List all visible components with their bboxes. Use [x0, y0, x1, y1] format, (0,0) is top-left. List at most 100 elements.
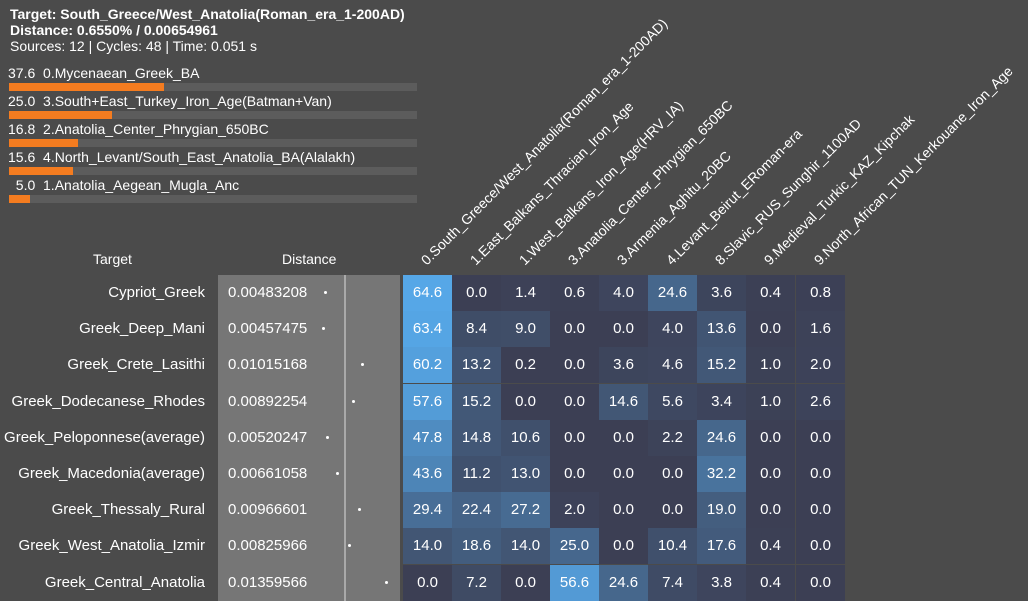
heat-cell: 0.0	[599, 492, 648, 529]
heat-cell: 15.2	[452, 383, 501, 420]
column-header[interactable]: 3.Anatolia_Center_Phrygian_650BC	[564, 97, 736, 268]
heat-cell: 32.2	[697, 456, 746, 492]
heat-cell: 1.4	[501, 275, 550, 311]
heat-cell: 0.0	[550, 456, 599, 492]
row-target-name: Greek_Peloponnese(average)	[4, 428, 205, 446]
source-bar-fill	[9, 83, 165, 91]
heat-cell: 0.0	[501, 383, 550, 420]
heat-cell: 7.2	[452, 564, 501, 601]
heat-cell: 0.0	[550, 419, 599, 456]
heat-cell: 9.0	[501, 311, 550, 348]
source-bar-track	[9, 195, 417, 203]
distance-panel	[218, 275, 400, 601]
source-bar-row: 5.0 1.Anatolia_Aegean_Mugla_Anc	[8, 176, 418, 204]
heat-cell: 10.6	[501, 419, 550, 456]
table-row[interactable]: Greek_West_Anatolia_Izmir 0.00825966 14.0 1…	[0, 528, 1028, 565]
heat-cell: 2.0	[550, 492, 599, 529]
row-distance-value: 0.01359566	[228, 573, 308, 591]
table-row[interactable]: Greek_Crete_Lasithi 0.01015168 60.2 13.2 0.2…	[0, 347, 1028, 384]
row-target-name: Greek_Dodecanese_Rhodes	[11, 392, 205, 410]
heat-cell: 47.8	[403, 419, 452, 456]
heat-cell: 0.4	[746, 275, 795, 311]
heat-cell: 10.4	[648, 528, 697, 565]
source-bar-track	[9, 83, 417, 91]
row-target-name: Greek_Deep_Mani	[79, 320, 205, 338]
distance-dot	[323, 291, 327, 294]
heat-cell: 43.6	[403, 456, 452, 492]
distance-dot	[326, 435, 330, 439]
table-row[interactable]: Greek_Macedonia(average) 0.00661058 43.6 11…	[0, 456, 1028, 492]
heat-cell: 22.4	[452, 492, 501, 529]
source-bar-track	[9, 111, 417, 119]
source-bar-track	[9, 167, 417, 175]
heat-cell: 11.2	[452, 456, 501, 492]
source-bar-fill	[9, 111, 113, 119]
source-bar-row: 37.6 0.Mycenaean_Greek_BA	[8, 64, 418, 92]
heat-cell: 7.4	[648, 564, 697, 601]
heat-cell: 0.0	[746, 492, 795, 529]
table-row[interactable]: Greek_Dodecanese_Rhodes 0.00892254 57.6 15.…	[0, 383, 1028, 420]
source-bar-label: 25.0 3.South+East_Turkey_Iron_Age(Batman…	[8, 93, 332, 109]
source-bar-label: 16.8 2.Anatolia_Center_Phrygian_650BC	[8, 121, 269, 137]
heat-cell: 0.0	[746, 311, 795, 348]
heat-cell: 0.4	[746, 564, 795, 601]
table-row[interactable]: Greek_Deep_Mani 0.00457475 63.4 8.4 9.0 0.0 0.…	[0, 311, 1028, 348]
heat-cell: 0.0	[746, 419, 795, 456]
heat-cell: 0.0	[550, 347, 599, 384]
table-row[interactable]: Cypriot_Greek 0.00483208 64.6 0.0 1.4 0.6 4.0 2…	[0, 275, 1028, 311]
table-row[interactable]: Greek_Peloponnese(average) 0.00520247 47.8…	[0, 419, 1028, 456]
heat-cell: 14.0	[501, 528, 550, 565]
column-header[interactable]: 1.West_Balkans_Iron_Age(HRV_IA)	[515, 97, 687, 269]
heat-cell: 24.6	[697, 419, 746, 456]
heat-cell: 0.0	[796, 564, 845, 601]
row-target-name: Greek_Thessaly_Rural	[51, 501, 205, 519]
source-bar-row: 25.0 3.South+East_Turkey_Iron_Age(Batman…	[8, 92, 418, 120]
column-header[interactable]: 0.South_Greece/West_Anatolia(Roman_era_1…	[417, 15, 671, 268]
heat-cell: 0.8	[796, 275, 845, 311]
heat-cell: 0.0	[796, 528, 845, 565]
source-bar-fill	[9, 167, 74, 175]
distance-dot	[347, 544, 351, 548]
column-header[interactable]: 3.Armenia_Aghitu_20BC	[613, 147, 734, 268]
heat-cell: 63.4	[403, 311, 452, 348]
row-target-name: Greek_West_Anatolia_Izmir	[18, 537, 205, 555]
source-bar-track	[9, 139, 417, 147]
row-target-name: Greek_Crete_Lasithi	[67, 356, 205, 374]
heat-cell: 1.0	[746, 383, 795, 420]
distance-dot	[336, 472, 340, 475]
row-distance-value: 0.00520247	[228, 428, 308, 446]
column-header[interactable]: 4.Levant_Beirut_ERoman-era	[662, 125, 805, 268]
distance-column-header[interactable]: Distance	[282, 251, 337, 267]
heat-cell: 5.6	[648, 383, 697, 420]
heat-cell: 60.2	[403, 347, 452, 384]
heat-cell: 13.6	[697, 311, 746, 348]
source-bar-fill	[9, 195, 30, 203]
heat-cell: 17.6	[697, 528, 746, 565]
heat-cell: 24.6	[648, 275, 697, 311]
heat-cell: 27.2	[501, 492, 550, 529]
heat-cell: 0.0	[403, 564, 452, 601]
column-header[interactable]: 1.East_Balkans_Thracian_Iron_Age	[466, 98, 637, 268]
column-header[interactable]: 9.Medieval_Turkic_KAZ_Kipchak	[760, 111, 918, 269]
heat-cell: 15.2	[697, 347, 746, 384]
result-header: Target: South_Greece/West_Anatolia(Roman…	[10, 6, 405, 54]
row-distance-value: 0.00892254	[228, 392, 308, 410]
column-header[interactable]: 9.North_African_TUN_Kerkouane_Iron_Age	[810, 62, 1016, 268]
heat-cell: 0.0	[599, 311, 648, 348]
row-target-name: Greek_Central_Anatolia	[44, 573, 205, 591]
heat-cell: 56.6	[550, 564, 599, 601]
heat-cell: 24.6	[599, 564, 648, 601]
heat-cell: 2.2	[648, 419, 697, 456]
row-distance-value: 0.00825966	[228, 537, 308, 555]
heat-cell: 0.0	[550, 383, 599, 420]
heat-cell: 2.0	[796, 347, 845, 384]
heat-cell: 18.6	[452, 528, 501, 565]
table-row[interactable]: Greek_Thessaly_Rural 0.00966601 29.4 22.4 27…	[0, 492, 1028, 529]
heat-cell: 25.0	[550, 528, 599, 565]
table-row[interactable]: Greek_Central_Anatolia 0.01359566 0.0 7.2 0.…	[0, 564, 1028, 601]
column-header[interactable]: 8.Slavic_RUS_Sunghir_1100AD	[711, 115, 865, 268]
heat-cell: 0.0	[796, 456, 845, 492]
target-column-header[interactable]: Target	[93, 251, 132, 267]
distance-summary: Distance: 0.6550% / 0.00654961	[10, 22, 218, 38]
row-target-name: Cypriot_Greek	[108, 284, 205, 301]
